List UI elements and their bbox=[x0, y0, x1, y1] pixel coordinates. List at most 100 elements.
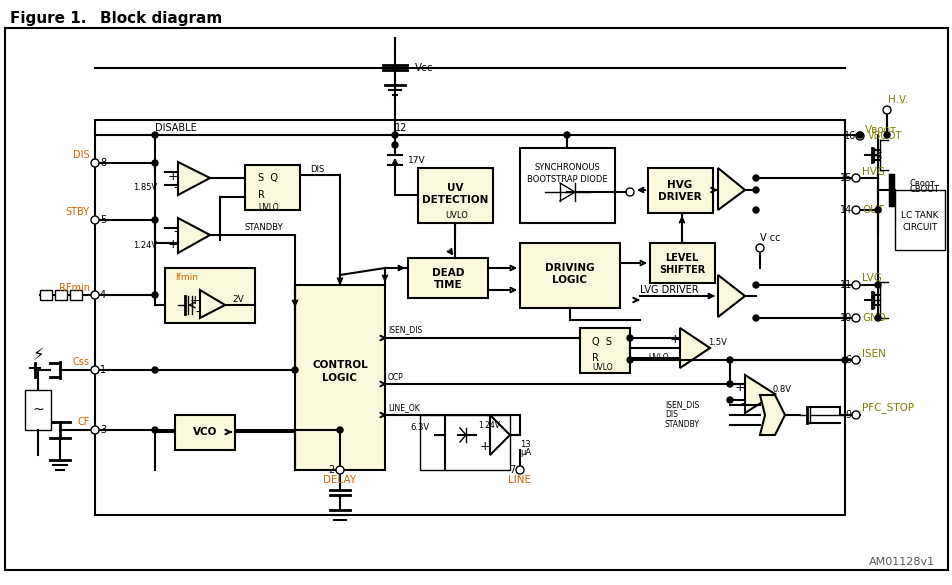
Circle shape bbox=[151, 160, 158, 166]
Polygon shape bbox=[489, 415, 509, 455]
Circle shape bbox=[151, 367, 158, 373]
FancyBboxPatch shape bbox=[647, 168, 712, 213]
Text: DIS: DIS bbox=[664, 411, 677, 419]
Text: 6: 6 bbox=[845, 355, 851, 365]
Circle shape bbox=[90, 159, 99, 167]
Circle shape bbox=[391, 142, 398, 148]
Text: H.V.: H.V. bbox=[887, 95, 907, 105]
Circle shape bbox=[726, 357, 732, 363]
Circle shape bbox=[752, 282, 758, 288]
Text: HVG: HVG bbox=[666, 180, 692, 190]
Text: -: - bbox=[173, 225, 178, 239]
Text: R: R bbox=[591, 353, 598, 363]
Text: LINE_OK: LINE_OK bbox=[387, 404, 419, 412]
Polygon shape bbox=[759, 395, 784, 435]
Circle shape bbox=[851, 174, 859, 182]
Text: V cc: V cc bbox=[759, 233, 780, 243]
FancyBboxPatch shape bbox=[69, 290, 82, 300]
Polygon shape bbox=[200, 290, 225, 318]
Text: STANDBY: STANDBY bbox=[245, 223, 284, 232]
Circle shape bbox=[755, 244, 764, 252]
Polygon shape bbox=[178, 162, 209, 195]
Text: VCO: VCO bbox=[192, 427, 217, 437]
Circle shape bbox=[874, 315, 880, 321]
Text: PFC_STOP: PFC_STOP bbox=[862, 402, 913, 414]
Text: Css: Css bbox=[73, 357, 89, 367]
Text: RFmin: RFmin bbox=[59, 283, 89, 293]
Polygon shape bbox=[717, 275, 744, 317]
Circle shape bbox=[151, 217, 158, 223]
Circle shape bbox=[752, 187, 758, 193]
Text: BOOTSTRAP DIODE: BOOTSTRAP DIODE bbox=[526, 174, 606, 184]
Polygon shape bbox=[680, 328, 709, 368]
Text: 2: 2 bbox=[328, 465, 335, 475]
Text: DETECTION: DETECTION bbox=[422, 195, 487, 205]
Text: Vcc: Vcc bbox=[414, 63, 433, 73]
Text: CF: CF bbox=[77, 417, 89, 427]
Text: DELAY: DELAY bbox=[323, 475, 356, 485]
Text: ISEN_DIS: ISEN_DIS bbox=[664, 401, 699, 409]
Text: ~: ~ bbox=[32, 403, 44, 417]
FancyBboxPatch shape bbox=[580, 328, 629, 373]
Text: DISABLE: DISABLE bbox=[155, 123, 196, 133]
Circle shape bbox=[874, 207, 880, 213]
Circle shape bbox=[391, 132, 398, 138]
Text: UVLO: UVLO bbox=[445, 211, 467, 219]
FancyBboxPatch shape bbox=[55, 290, 67, 300]
Circle shape bbox=[752, 207, 758, 213]
Text: 12: 12 bbox=[394, 123, 407, 133]
Text: SYNCHRONOUS: SYNCHRONOUS bbox=[533, 163, 599, 171]
Text: 11: 11 bbox=[839, 280, 851, 290]
Text: OCP: OCP bbox=[387, 373, 404, 383]
Text: 2V: 2V bbox=[231, 295, 244, 305]
Text: GND: GND bbox=[862, 313, 885, 323]
Text: 14: 14 bbox=[839, 205, 851, 215]
Text: HVG: HVG bbox=[862, 167, 884, 177]
Text: STBY: STBY bbox=[66, 207, 89, 217]
Text: LC TANK: LC TANK bbox=[901, 211, 938, 219]
Text: S  Q: S Q bbox=[258, 173, 278, 183]
Circle shape bbox=[90, 216, 99, 224]
Circle shape bbox=[626, 357, 632, 363]
Text: Figure 1.: Figure 1. bbox=[10, 11, 87, 26]
Circle shape bbox=[625, 188, 633, 196]
Circle shape bbox=[337, 427, 343, 433]
Text: LOGIC: LOGIC bbox=[322, 373, 357, 383]
Text: +: + bbox=[168, 239, 178, 252]
Circle shape bbox=[151, 292, 158, 298]
FancyBboxPatch shape bbox=[5, 28, 947, 570]
Circle shape bbox=[151, 132, 158, 138]
Text: DRIVING: DRIVING bbox=[545, 263, 594, 273]
Text: VBOOT: VBOOT bbox=[867, 131, 902, 141]
FancyBboxPatch shape bbox=[25, 390, 51, 430]
Text: STANDBY: STANDBY bbox=[664, 421, 700, 429]
Text: Q  S: Q S bbox=[591, 337, 611, 347]
Polygon shape bbox=[744, 375, 774, 413]
Circle shape bbox=[515, 466, 524, 474]
Circle shape bbox=[726, 397, 732, 403]
Text: 13: 13 bbox=[520, 441, 530, 449]
Text: UV: UV bbox=[446, 183, 463, 193]
Text: LOGIC: LOGIC bbox=[552, 275, 586, 285]
Circle shape bbox=[855, 132, 863, 140]
Circle shape bbox=[752, 175, 758, 181]
Text: TIME: TIME bbox=[433, 280, 462, 290]
FancyBboxPatch shape bbox=[418, 168, 492, 223]
Circle shape bbox=[851, 206, 859, 214]
Text: -: - bbox=[485, 422, 489, 435]
Circle shape bbox=[90, 426, 99, 434]
Text: +: + bbox=[189, 294, 200, 307]
Text: OUT: OUT bbox=[862, 205, 883, 215]
Text: CONTROL: CONTROL bbox=[312, 360, 367, 370]
Text: +: + bbox=[168, 170, 178, 184]
Circle shape bbox=[151, 427, 158, 433]
Text: 1.85V: 1.85V bbox=[132, 184, 157, 192]
Text: 7: 7 bbox=[508, 465, 514, 475]
Text: DIS: DIS bbox=[73, 150, 89, 160]
FancyBboxPatch shape bbox=[95, 120, 844, 515]
Text: SHIFTER: SHIFTER bbox=[658, 265, 704, 275]
Text: ⚡: ⚡ bbox=[32, 346, 44, 364]
Text: UVLO: UVLO bbox=[591, 363, 612, 373]
Text: -: - bbox=[740, 397, 744, 411]
Text: DEAD: DEAD bbox=[431, 268, 464, 278]
